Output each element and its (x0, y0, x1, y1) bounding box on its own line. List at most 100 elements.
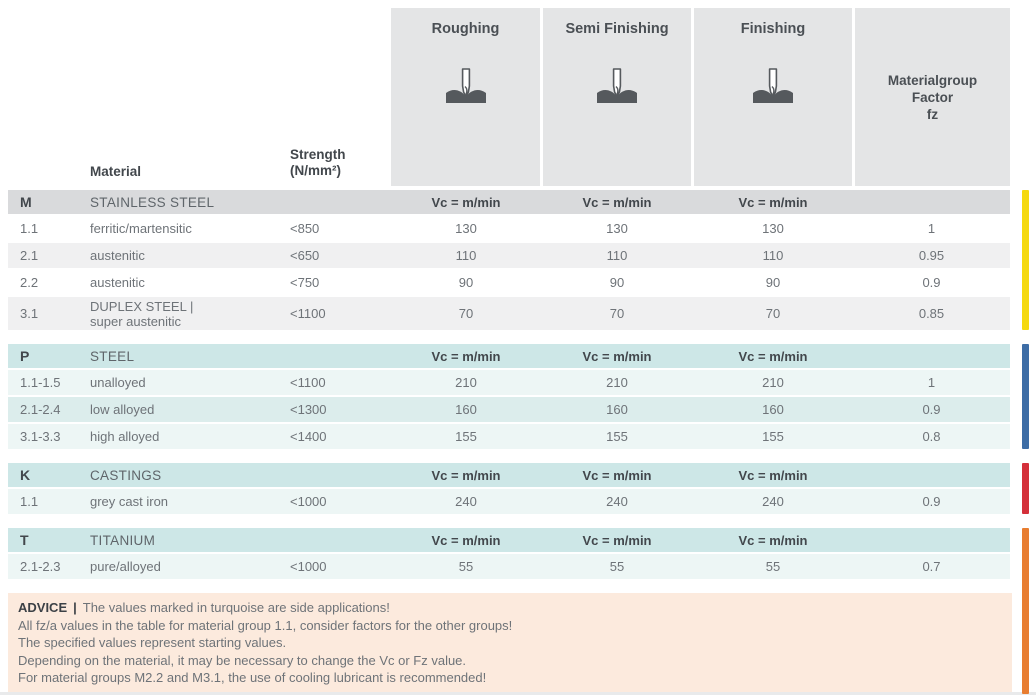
advice-block: ADVICE | The values marked in turquoise ar… (8, 593, 1012, 694)
roughing-vc-cell: 155 (455, 429, 477, 444)
strength-cell: <650 (290, 248, 320, 263)
material-cell: ferritic/martensitic (80, 221, 282, 236)
vc-unit-label: Vc = m/min (738, 194, 808, 210)
table-header: Material Strength (N/mm²) Roughing Semi … (0, 0, 1036, 186)
material-name: DUPLEX STEEL | (90, 298, 194, 314)
section-name: TITANIUM (90, 532, 156, 548)
material-section: M STAINLESS STEEL Vc = m/min Vc = m/min … (8, 190, 1010, 330)
table-row: 1.1 grey cast iron <1000 240 240 240 0.9 (8, 489, 1010, 514)
roughing-vc-cell: 240 (455, 494, 477, 509)
strength-cell: <1100 (290, 375, 326, 390)
material-column-label: Material (90, 164, 142, 179)
advice-line: The specified values represent starting … (18, 635, 287, 650)
end-mill-icon (594, 66, 640, 111)
material-name: unalloyed (90, 375, 146, 390)
material-cell: low alloyed (80, 402, 282, 417)
material-name: grey cast iron (90, 494, 169, 509)
finishing-vc-cell: 110 (762, 248, 784, 263)
finishing-vc-cell: 240 (762, 494, 784, 509)
finishing-vc-cell: 160 (762, 402, 784, 417)
vc-unit-label: Vc = m/min (431, 532, 501, 548)
roughing-vc-cell: 55 (458, 559, 474, 574)
semi-finishing-vc-cell: 160 (606, 402, 628, 417)
vc-unit-label: Vc = m/min (582, 467, 652, 483)
finishing-vc-cell: 155 (762, 429, 784, 444)
section-color-bar-t (1022, 528, 1029, 694)
vc-unit-label: Vc = m/min (738, 467, 808, 483)
strength-cell: <1300 (290, 402, 327, 417)
material-section: K CASTINGS Vc = m/min Vc = m/min Vc = m/… (8, 463, 1010, 514)
section-name: STAINLESS STEEL (90, 194, 215, 210)
advice-line: Depending on the material, it may be nec… (18, 652, 467, 668)
advice-text: The values marked in turquoise are side … (82, 600, 390, 615)
factor-label-line1: Materialgroup (887, 72, 978, 88)
factor-cell: 0.7 (922, 559, 941, 574)
factor-cell: 0.8 (922, 429, 941, 444)
group-code-cell: 3.1-3.3 (20, 429, 61, 444)
vc-unit-label: Vc = m/min (431, 194, 501, 210)
finishing-vc-cell: 90 (765, 275, 781, 290)
table-row: 3.1-3.3 high alloyed <1400 155 155 155 0… (8, 424, 1010, 449)
section-code: P (20, 348, 30, 364)
material-name: high alloyed (90, 429, 160, 444)
finishing-vc-cell: 210 (762, 375, 784, 390)
material-name: pure/alloyed (90, 559, 161, 574)
advice-title: ADVICE (18, 600, 68, 615)
roughing-label: Roughing (431, 21, 500, 37)
table-row: 2.1 austenitic <650 110 110 110 0.95 (8, 243, 1010, 268)
factor-cell: 1 (927, 375, 936, 390)
roughing-vc-cell: 110 (455, 248, 477, 263)
factor-cell: 0.85 (918, 306, 945, 321)
column-header-roughing: Roughing (391, 8, 540, 186)
section-header-row: M STAINLESS STEEL Vc = m/min Vc = m/min … (8, 190, 1010, 214)
material-cell: grey cast iron (80, 494, 282, 509)
advice-line: All fz/a values in the table for materia… (18, 617, 513, 633)
factor-label-line3: fz (926, 106, 939, 122)
semi-finishing-vc-cell: 210 (606, 375, 628, 390)
material-section: T TITANIUM Vc = m/min Vc = m/min Vc = m/… (8, 528, 1010, 579)
semi-finishing-label: Semi Finishing (565, 21, 669, 37)
group-code-cell: 2.1 (20, 248, 39, 263)
material-cell: austenitic (80, 248, 282, 263)
vc-unit-label: Vc = m/min (738, 348, 808, 364)
material-name: austenitic (90, 248, 145, 263)
roughing-vc-cell: 130 (455, 221, 477, 236)
table-row: 3.1 DUPLEX STEEL | super austenitic <110… (8, 297, 1010, 330)
material-sections: M STAINLESS STEEL Vc = m/min Vc = m/min … (8, 190, 1010, 579)
semi-finishing-vc-cell: 110 (606, 248, 628, 263)
section-code: T (20, 532, 29, 548)
section-name: CASTINGS (90, 467, 162, 483)
strength-cell: <850 (290, 221, 320, 236)
section-code: M (20, 194, 32, 210)
roughing-vc-cell: 70 (458, 306, 474, 321)
strength-cell: <1100 (290, 306, 326, 321)
section-color-bar-p (1022, 344, 1029, 449)
table-row: 1.1 ferritic/martensitic <850 130 130 13… (8, 216, 1010, 241)
next-table-edge (0, 692, 1036, 695)
table-row: 2.2 austenitic <750 90 90 90 0.9 (8, 270, 1010, 295)
material-section: P STEEL Vc = m/min Vc = m/min Vc = m/min… (8, 344, 1010, 449)
factor-cell: 0.95 (918, 248, 945, 263)
group-code-cell: 1.1 (20, 494, 39, 509)
material-cell: austenitic (80, 275, 282, 290)
section-header-row: P STEEL Vc = m/min Vc = m/min Vc = m/min (8, 344, 1010, 368)
group-code-cell: 2.2 (20, 275, 39, 290)
end-mill-icon (443, 66, 489, 111)
semi-finishing-vc-cell: 55 (609, 559, 625, 574)
group-code-cell: 1.1 (20, 221, 39, 236)
semi-finishing-vc-cell: 70 (609, 306, 625, 321)
material-cell: high alloyed (80, 429, 282, 444)
advice-line: For material groups M2.2 and M3.1, the u… (18, 670, 487, 685)
vc-unit-label: Vc = m/min (582, 194, 652, 210)
strength-cell: <1400 (290, 429, 327, 444)
advice-line: ADVICE | The values marked in turquoise ar… (18, 599, 1012, 617)
roughing-vc-cell: 90 (458, 275, 474, 290)
vc-unit-label: Vc = m/min (431, 467, 501, 483)
strength-label-line2: (N/mm²) (290, 163, 341, 178)
semi-finishing-vc-cell: 155 (606, 429, 628, 444)
section-color-bar-m (1022, 190, 1029, 330)
finishing-vc-cell: 70 (765, 306, 781, 321)
semi-finishing-vc-cell: 90 (609, 275, 625, 290)
strength-label-line1: Strength (290, 147, 346, 162)
